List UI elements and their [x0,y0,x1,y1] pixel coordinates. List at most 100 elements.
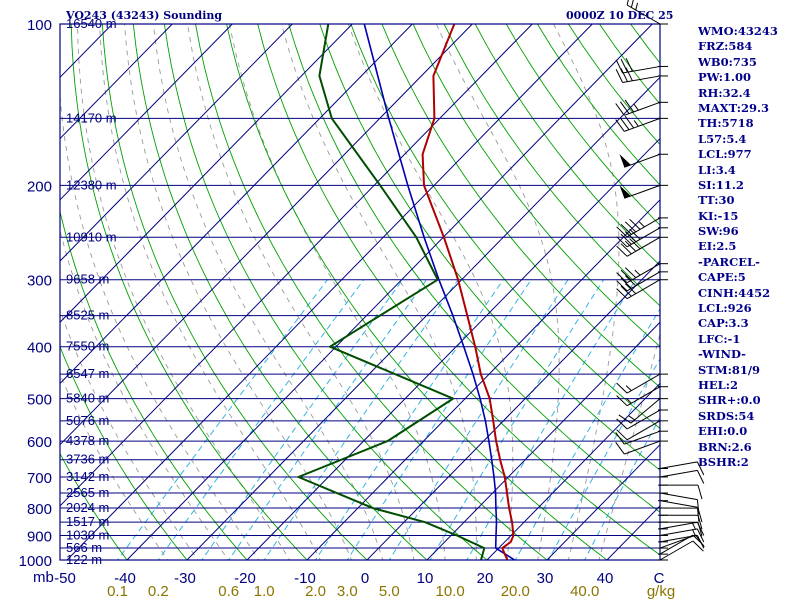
wind-barb-half [634,269,641,276]
wind-barb-staff [624,117,661,132]
wind-barb-full [696,507,700,522]
moist-adiabat-line [553,24,620,560]
moist-adiabat-line [99,24,321,560]
index-item: BSHR:2 [698,454,749,469]
wind-barb-staff [659,521,698,530]
wind-barb-full [616,288,628,300]
wind-barb-staff [626,373,661,394]
wind-barb-full [619,117,630,130]
wind-barb-full [619,101,630,114]
wind-barb-staff [626,263,661,284]
wind-barb-staff [659,469,698,478]
wind-barb [658,534,705,549]
mixing-ratio-label: 2.0 [305,583,326,600]
wind-barb-staff [626,236,661,257]
wind-barb-full [624,115,635,129]
mixing-ratio-label: 40.0 [570,583,599,600]
index-item: LFC:-1 [698,331,741,346]
height-label: 2565 m [66,485,109,500]
wind-barb [616,420,668,441]
index-item: -WIND- [698,347,746,362]
wind-barb-full [620,223,632,235]
wind-barb-half [628,415,635,421]
mixing-ratio-label: 5.0 [379,583,400,600]
mixing-ratio-label: 10.0 [435,583,464,600]
height-label: 4378 m [66,433,109,448]
moist-adiabat-line [228,24,446,560]
wind-barb-staff [659,492,698,501]
wind-barb-full [616,226,628,238]
moist-adiabat-line [77,24,290,560]
mixing-ratio-label: 3.0 [337,583,358,600]
wind-barb-staff [630,398,661,424]
dry-adiabat-line [288,24,660,513]
mixing-ratio-label: 1.0 [254,583,275,600]
wind-barb [615,67,668,83]
temperature-tick-label: -30 [174,570,196,587]
pressure-tick-label: 200 [27,178,52,195]
wind-barb-half [633,120,639,127]
temperature-tick-label: -40 [114,570,136,587]
index-item: L57:5.4 [698,131,747,146]
wind-barb-full [615,432,625,445]
dry-adiabats [60,24,660,560]
wind-barb-full [630,0,634,8]
isotherm-line [60,24,353,323]
wind-barb-full [616,272,628,284]
wind-barb [616,373,668,394]
index-item: SW:96 [698,224,739,239]
wind-barb-full [624,99,635,113]
index-item: CAP:3.3 [698,316,749,331]
index-item: EI:2.5 [698,239,737,254]
mixing-ratio-line [157,279,365,560]
temperature-tick-label: 40 [597,570,614,587]
wind-barb-staff [659,528,698,536]
wind-barb-full [696,535,705,549]
wind-barb-staff [626,271,661,292]
wind-barb-full [620,243,632,255]
sounding-title: VO243 (43243) Sounding [66,9,223,22]
wind-barb-staff [626,217,661,238]
wind-barb-staff [659,534,696,549]
index-item: BRN:2.6 [698,439,752,454]
wind-barb-staff [622,75,661,83]
mixing-ratio-lines [116,279,660,560]
index-item: KI:-15 [698,208,739,223]
index-item: LI:3.4 [698,162,736,177]
wind-barb-staff [624,430,661,445]
wind-barb [616,386,668,407]
mixing-ratio-line [584,416,660,560]
index-item: PW:1.00 [698,70,752,85]
wind-barb-staff [626,279,661,300]
height-label: 3142 m [66,469,109,484]
isotherm-line [60,24,173,140]
wind-barb-half [692,529,697,537]
temperature-tick-label: 10 [417,570,434,587]
temperature-unit-label: C [654,570,665,587]
height-label: 6547 m [66,366,109,381]
wind-barb-half [635,2,638,11]
mixing-ratio-line [116,279,328,560]
wind-barb-full [625,67,633,82]
index-item: HEL:2 [698,377,738,392]
mixing-ratio-label: 0.1 [107,583,128,600]
mixing-ratio-label: 0.6 [218,583,239,600]
mixing-ratio-line [429,279,605,560]
dry-adiabat-line [257,24,660,556]
wind-barb-full [626,0,629,6]
index-item: -PARCEL- [698,254,760,269]
wind-barb-full [618,414,632,424]
wind-barb-staff [622,65,661,74]
wind-barb [658,540,704,561]
pressure-tick-label: 800 [27,501,52,518]
dry-adiabat-line [443,24,660,307]
index-item: FRZ:584 [698,39,753,54]
dry-adiabat-line [60,345,188,560]
pressure-tick-label: 700 [27,470,52,487]
plot-border [59,23,661,561]
wind-barb [615,99,668,116]
isotherm-line [246,137,660,560]
wind-barb-half [633,104,639,111]
wind-barb-half [625,397,632,404]
